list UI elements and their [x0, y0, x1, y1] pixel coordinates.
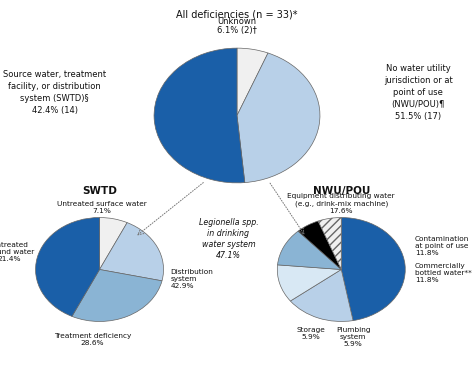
Text: No water utility
jurisdiction or at
point of use
(NWU/POU)¶
51.5% (17): No water utility jurisdiction or at poin…	[383, 64, 453, 121]
Wedge shape	[298, 221, 341, 270]
Wedge shape	[318, 218, 341, 270]
Text: Contamination
at point of use
11.8%: Contamination at point of use 11.8%	[415, 236, 469, 256]
Text: 6.1% (2)†: 6.1% (2)†	[217, 26, 257, 35]
Wedge shape	[72, 270, 162, 321]
Text: Legionella spp.
in drinking
water system
47.1%: Legionella spp. in drinking water system…	[199, 218, 258, 260]
Wedge shape	[341, 218, 405, 321]
Wedge shape	[291, 270, 353, 321]
Text: SWTD: SWTD	[82, 186, 117, 196]
Wedge shape	[277, 265, 341, 301]
Text: Plumbing
system
5.9%: Plumbing system 5.9%	[336, 327, 370, 347]
Text: Untreated
ground water
21.4%: Untreated ground water 21.4%	[0, 242, 34, 262]
Text: Storage
5.9%: Storage 5.9%	[296, 327, 325, 340]
Text: NWU/POU: NWU/POU	[312, 186, 370, 196]
Text: Equipment distributing water
(e.g., drink-mix machine)
17.6%: Equipment distributing water (e.g., drin…	[287, 193, 395, 214]
Text: Untreated surface water
7.1%: Untreated surface water 7.1%	[57, 201, 147, 214]
Text: All deficiencies (n = 33)*: All deficiencies (n = 33)*	[176, 10, 298, 20]
Wedge shape	[100, 218, 127, 270]
Text: Commercially
bottled water**
11.8%: Commercially bottled water** 11.8%	[415, 263, 472, 283]
Text: Unknown: Unknown	[218, 17, 256, 26]
Text: Treatment deficiency
28.6%: Treatment deficiency 28.6%	[54, 333, 131, 346]
Text: Source water, treatment
facility, or distribution
system (SWTD)§
42.4% (14): Source water, treatment facility, or dis…	[3, 70, 106, 115]
Wedge shape	[154, 48, 245, 183]
Wedge shape	[100, 223, 164, 281]
Text: Distribution
system
42.9%: Distribution system 42.9%	[171, 269, 213, 289]
Wedge shape	[237, 53, 320, 182]
Wedge shape	[36, 218, 100, 316]
Wedge shape	[278, 231, 341, 270]
Wedge shape	[237, 48, 268, 116]
